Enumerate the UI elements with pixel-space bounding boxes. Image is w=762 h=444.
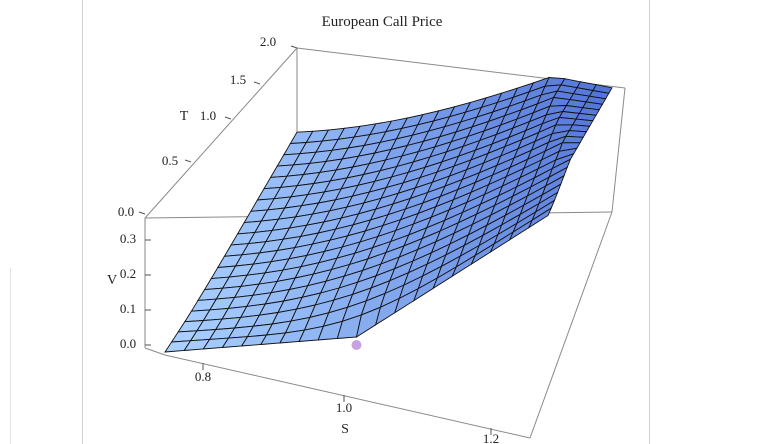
t-tick-1-0: 1.0 xyxy=(200,108,216,123)
t-tick-0-5: 0.5 xyxy=(162,153,178,168)
v-tick-0-3: 0.3 xyxy=(120,231,136,246)
tick-marks xyxy=(138,45,492,435)
t-tick-2-0: 2.0 xyxy=(260,34,276,49)
s-tick-1-0: 1.0 xyxy=(336,400,352,415)
box-edge-top-left xyxy=(144,47,298,219)
box-edge-front-bottom xyxy=(164,354,531,439)
box-edge-front-left xyxy=(144,347,166,356)
t-tick-0-0: 0.0 xyxy=(118,204,134,219)
surface-patch xyxy=(527,207,553,229)
box-edge-right-vertical xyxy=(611,87,626,213)
surface-mesh xyxy=(351,340,362,350)
chart-title: European Call Price xyxy=(322,14,443,30)
v-axis-label: V xyxy=(107,273,117,288)
t-tick-1-5: 1.5 xyxy=(230,72,246,87)
v-tick-0-1: 0.1 xyxy=(120,301,136,316)
s-tick-0-8: 0.8 xyxy=(195,369,211,384)
surface-patch xyxy=(561,135,584,144)
v-tick-0-2: 0.2 xyxy=(120,266,136,281)
strike-highlight xyxy=(351,340,362,350)
axes: 2.0 1.5 1.0 0.5 0.0 T 0.3 0.2 0.1 0.0 V … xyxy=(107,34,499,444)
v-tick-0-0: 0.0 xyxy=(120,336,136,351)
s-axis-label: S xyxy=(341,422,349,437)
s-tick-1-2: 1.2 xyxy=(483,431,499,444)
t-axis-label: T xyxy=(180,109,189,124)
left-divider xyxy=(10,268,11,444)
box-edge-front-right xyxy=(529,211,613,439)
surface xyxy=(164,76,613,353)
